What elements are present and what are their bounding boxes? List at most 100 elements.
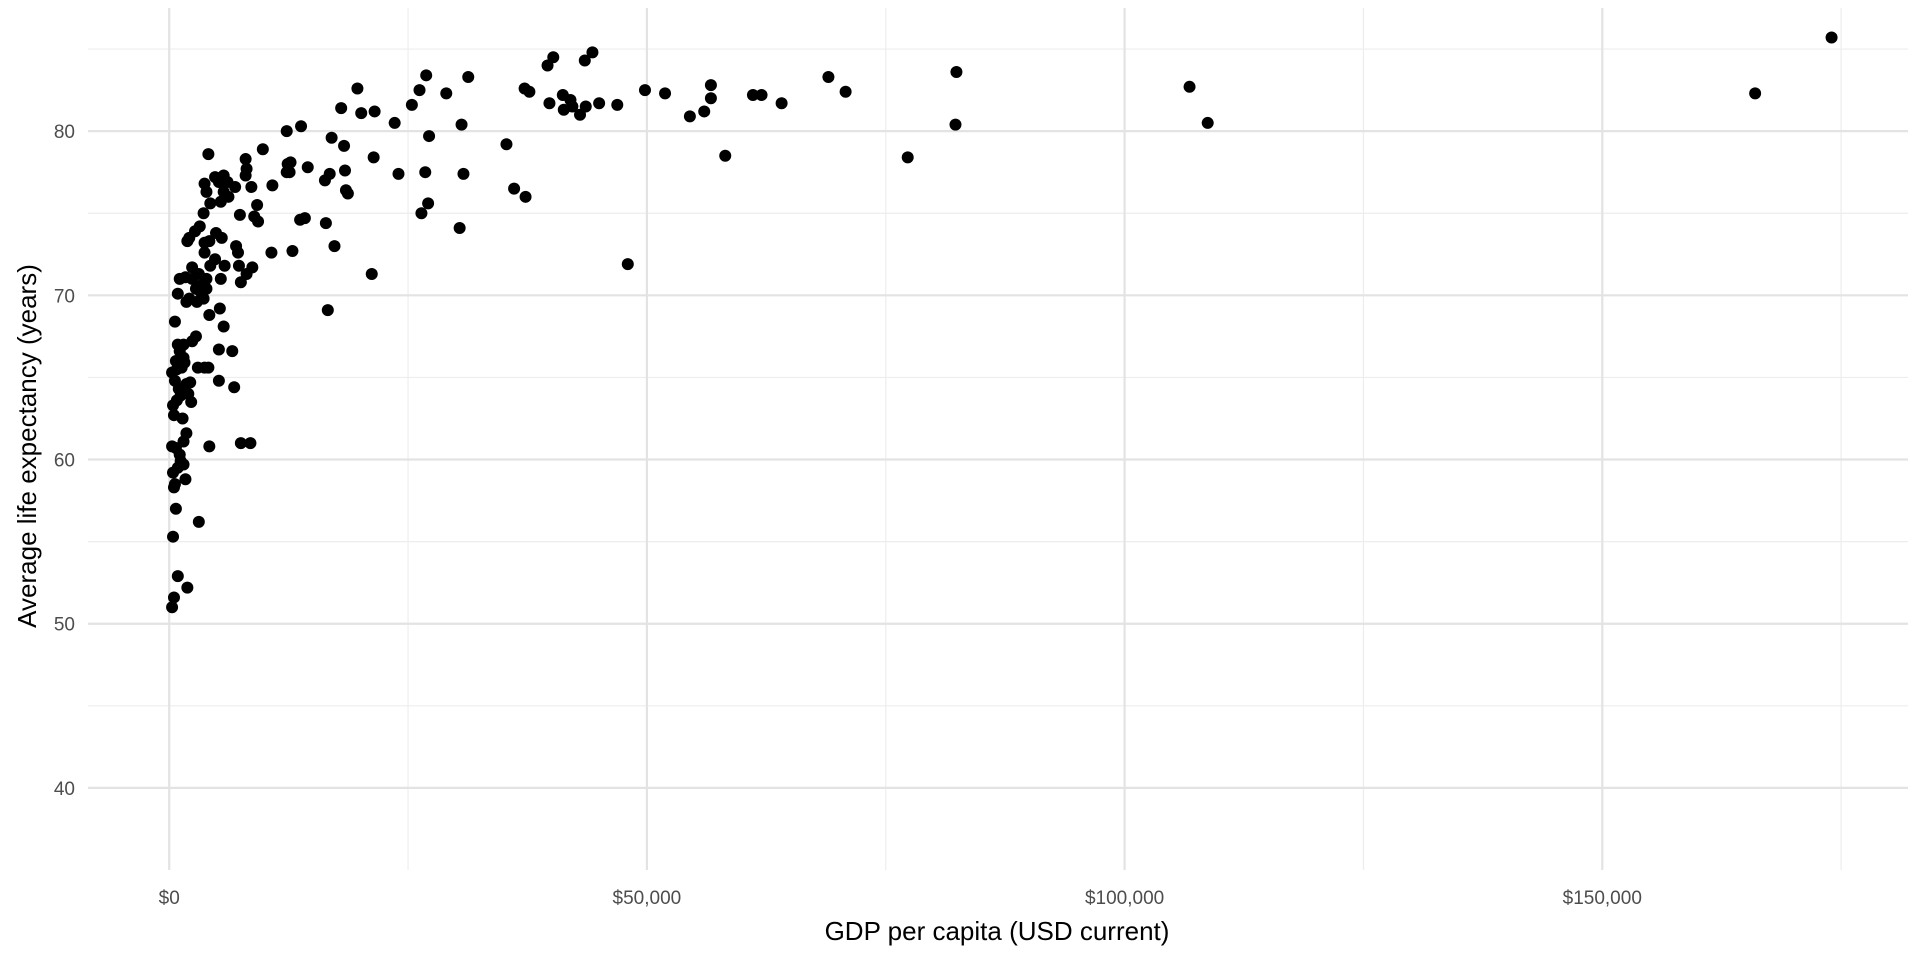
data-point <box>500 138 513 151</box>
data-point <box>185 396 198 409</box>
minor-gridlines <box>88 8 1908 870</box>
y-tick-label: 80 <box>54 122 75 143</box>
data-point <box>179 473 192 486</box>
data-point <box>179 271 192 284</box>
data-point <box>419 166 432 179</box>
data-point <box>698 105 711 118</box>
data-point <box>319 217 332 230</box>
data-point <box>621 258 634 271</box>
data-point <box>232 259 245 272</box>
data-point <box>295 120 308 133</box>
data-point <box>683 110 696 123</box>
data-point <box>203 440 216 453</box>
data-point <box>166 601 179 614</box>
data-point <box>171 570 184 583</box>
data-point <box>204 197 217 210</box>
data-point <box>415 207 428 220</box>
data-point <box>286 245 299 258</box>
data-point <box>901 151 914 164</box>
data-point <box>519 190 532 203</box>
y-tick-label: 40 <box>54 779 75 800</box>
y-tick-label: 70 <box>54 286 75 307</box>
data-point <box>420 69 433 82</box>
data-point <box>453 222 466 235</box>
data-point <box>392 167 405 180</box>
data-point <box>233 208 246 221</box>
data-point <box>167 591 180 604</box>
data-point <box>543 97 556 110</box>
y-tick-label: 50 <box>54 615 75 636</box>
data-point <box>355 107 368 120</box>
y-axis-tick-labels: 40 50 60 70 80 <box>54 122 75 800</box>
data-point <box>341 187 354 200</box>
data-point <box>518 82 531 95</box>
data-point <box>338 164 351 177</box>
data-point <box>239 153 252 166</box>
data-point <box>214 272 227 285</box>
data-point <box>950 66 963 79</box>
data-point <box>323 167 336 180</box>
data-point <box>388 116 401 129</box>
data-point <box>422 197 435 210</box>
data-point <box>325 131 338 144</box>
data-point <box>949 118 962 131</box>
data-point <box>186 261 199 274</box>
data-point <box>226 345 239 358</box>
data-point <box>755 89 768 102</box>
data-point <box>217 320 230 333</box>
data-point <box>266 179 279 192</box>
data-point <box>240 162 253 175</box>
data-point <box>246 261 259 274</box>
data-point <box>719 149 732 162</box>
data-point <box>213 302 226 315</box>
data-point <box>248 210 261 223</box>
data-point <box>203 235 216 248</box>
data-point <box>234 437 247 450</box>
x-tick-label: $0 <box>159 888 180 909</box>
data-point <box>212 343 225 356</box>
data-point <box>462 70 475 83</box>
data-point <box>508 182 521 195</box>
data-point <box>423 130 436 143</box>
data-point <box>593 97 606 110</box>
data-point <box>556 89 569 102</box>
data-point <box>171 287 184 300</box>
data-point <box>413 84 426 97</box>
y-axis-title: Average life expectancy (years) <box>12 264 42 628</box>
data-point <box>822 70 835 83</box>
data-point <box>368 105 381 118</box>
x-tick-label: $50,000 <box>613 888 682 909</box>
data-point <box>335 102 348 115</box>
data-point <box>193 220 206 233</box>
x-tick-label: $100,000 <box>1085 888 1164 909</box>
data-point <box>365 267 378 280</box>
data-point <box>1825 31 1838 44</box>
data-point <box>202 361 215 374</box>
data-point <box>1749 87 1762 100</box>
data-point <box>351 82 364 95</box>
data-point <box>440 87 453 100</box>
data-point <box>168 478 181 491</box>
data-point <box>455 118 468 131</box>
data-point <box>202 148 215 161</box>
data-point <box>181 581 194 594</box>
data-point <box>189 330 202 343</box>
data-point <box>244 437 257 450</box>
data-point <box>229 180 242 193</box>
data-point <box>183 292 196 305</box>
data-point <box>209 253 222 266</box>
x-tick-label: $150,000 <box>1563 888 1642 909</box>
data-point <box>180 427 193 440</box>
data-point <box>659 87 672 100</box>
data-point <box>746 89 759 102</box>
data-point <box>367 151 380 164</box>
major-gridlines <box>88 8 1908 870</box>
data-point <box>405 98 418 111</box>
data-point <box>256 143 269 156</box>
data-point <box>1183 80 1196 93</box>
data-point <box>230 240 243 253</box>
data-point <box>168 315 181 328</box>
data-point <box>638 84 651 97</box>
data-point <box>775 97 788 110</box>
data-point <box>294 213 307 226</box>
